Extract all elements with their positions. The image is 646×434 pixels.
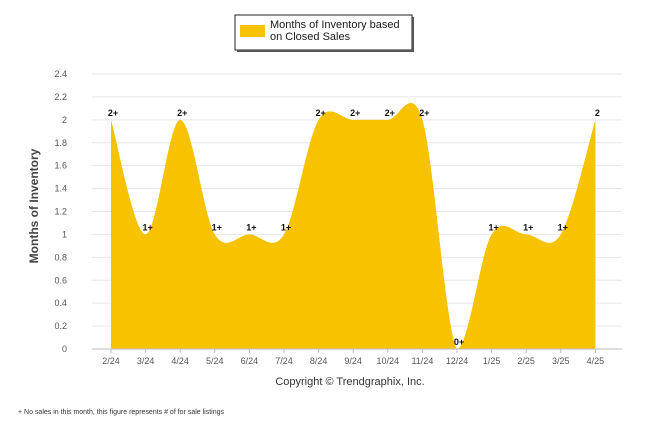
data-label: 1+ [212,222,222,232]
x-tick-label: 2/24 [102,356,120,366]
x-tick-label: 4/25 [587,356,605,366]
x-tick-label: 3/25 [552,356,570,366]
x-tick-label: 12/24 [446,356,469,366]
y-tick-label: 1.6 [54,161,67,171]
y-tick-label: 0.6 [54,275,67,285]
x-tick-label: 1/25 [483,356,501,366]
data-label: 0+ [454,337,464,347]
data-label: 2+ [350,108,360,118]
y-tick-label: 0.4 [54,298,67,308]
data-label: 2+ [315,108,325,118]
data-label: 2+ [108,108,118,118]
data-label: 2 [595,108,600,118]
y-tick-label: 2 [62,115,67,125]
data-label: 1+ [488,222,498,232]
y-tick-label: 2.4 [54,69,67,79]
legend-label-line-2: on Closed Sales [270,31,351,43]
data-label: 1+ [281,222,291,232]
x-tick-label: 9/24 [344,356,362,366]
y-tick-label: 0.8 [54,252,67,262]
data-label: 1+ [523,222,533,232]
x-tick-label: 11/24 [411,356,433,366]
x-tick-label: 4/24 [171,356,189,366]
chart-legend: Months of Inventory based on Closed Sale… [234,14,414,52]
axes [92,348,622,353]
data-label: 1+ [246,222,256,232]
y-tick-label: 1 [62,229,67,239]
y-axis-title: Months of Inventory [27,148,41,263]
y-tick-label: 1.2 [54,207,67,217]
x-tick-label: 3/24 [137,356,155,366]
legend-swatch [240,25,265,37]
x-tick-label: 5/24 [206,356,224,366]
area-series [111,102,596,349]
y-tick-label: 0 [62,344,67,354]
data-labels: 2+ 1+ 2+ 1+ 1+ 1+ 2+ 2+ 2+ 2+ 0+ 1+ 1+ 1+ 2 [108,108,600,347]
y-tick-label: 0.2 [54,321,67,331]
x-tick-label: 2/25 [517,356,535,366]
x-tick-labels: 2/24 3/24 4/24 5/24 6/24 7/24 8/24 9/24 10/24 11/… [102,356,604,366]
x-tick-label: 6/24 [241,356,259,366]
y-tick-label: 1.8 [54,138,67,148]
data-label: 2+ [419,108,429,118]
footnote: + No sales in this month, this figure re… [18,409,225,416]
y-tick-labels: 0 0.2 0.4 0.6 0.8 1 1.2 1.4 1.6 1.8 2 2.2 2.4 [54,69,67,354]
data-label: 1+ [558,222,568,232]
data-label: 2+ [177,108,187,118]
x-tick-label: 7/24 [275,356,293,366]
data-label: 2+ [385,108,395,118]
x-tick-label: 8/24 [310,356,328,366]
copyright-text: Copyright © Trendgraphix, Inc. [275,376,424,388]
x-tick-label: 10/24 [377,356,400,366]
y-tick-label: 1.4 [54,184,67,194]
legend-label-line-1: Months of Inventory based [270,19,400,31]
data-label: 1+ [142,222,152,232]
y-tick-label: 2.2 [54,92,67,102]
